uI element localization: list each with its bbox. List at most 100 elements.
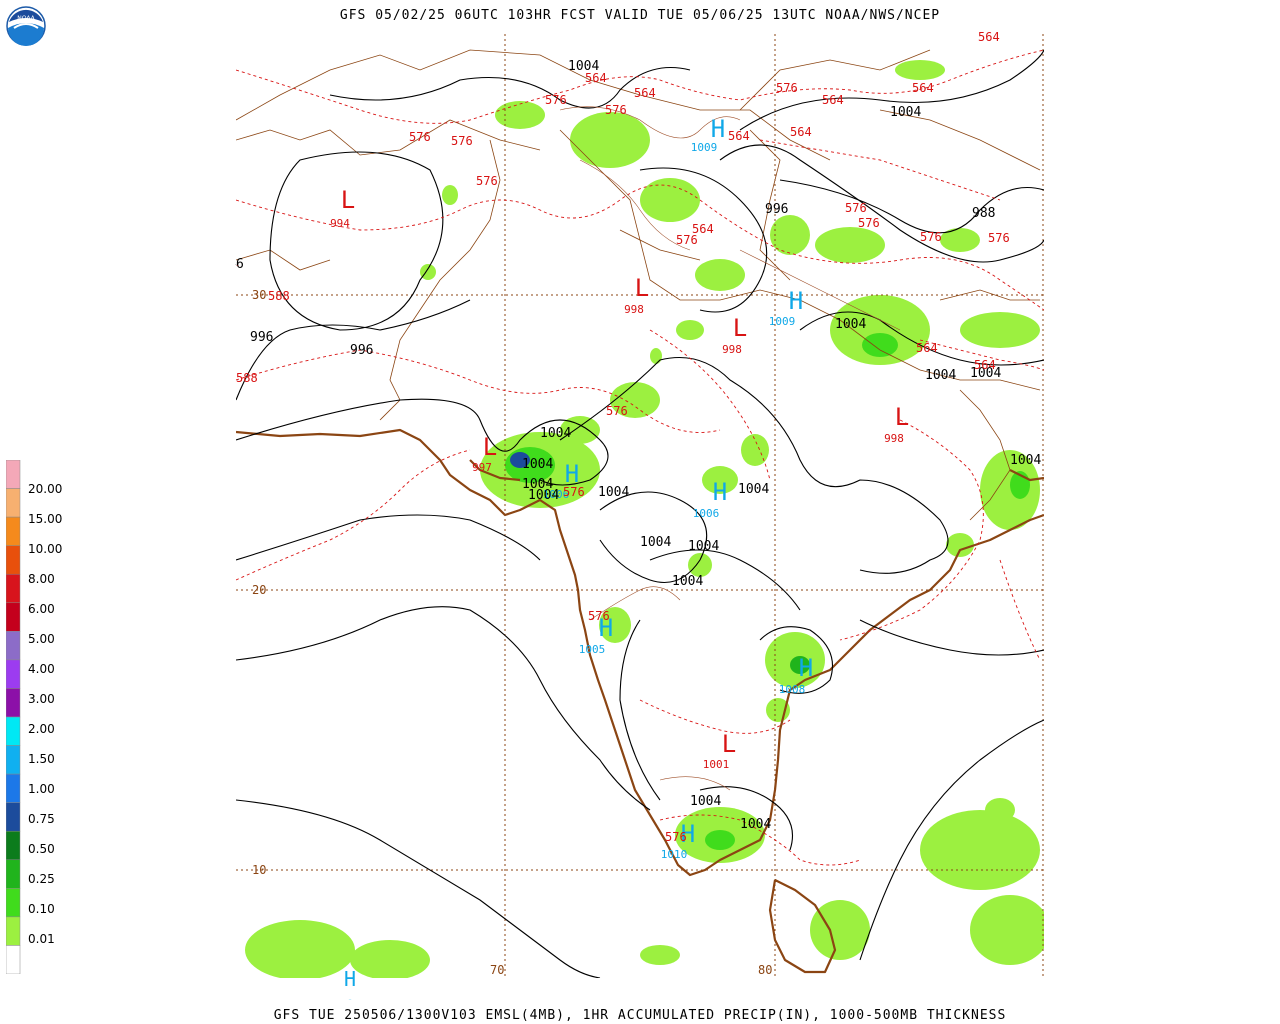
legend-swatch bbox=[5, 602, 21, 632]
legend-label: 0.25 bbox=[28, 872, 55, 886]
svg-text:576: 576 bbox=[920, 230, 942, 244]
map-footer: GFS TUE 250506/1300V103 EMSL(4MB), 1HR A… bbox=[273, 1008, 1007, 1023]
isobar-label: 1004 bbox=[740, 817, 771, 832]
isobar-label: 1004 bbox=[522, 477, 553, 492]
lat-label: 10 bbox=[252, 863, 266, 877]
legend-swatch bbox=[5, 830, 21, 861]
isobar-label: 1004 bbox=[672, 574, 703, 589]
isobar-label: 1004 bbox=[970, 366, 1001, 381]
legend-label: 1.00 bbox=[28, 782, 55, 796]
svg-text:576: 576 bbox=[545, 93, 567, 107]
svg-text:576: 576 bbox=[988, 231, 1010, 245]
legend-swatch bbox=[5, 802, 21, 832]
svg-text:564: 564 bbox=[790, 125, 812, 139]
legend-label: 0.10 bbox=[28, 902, 55, 916]
svg-text:576: 576 bbox=[236, 265, 238, 267]
svg-text:576: 576 bbox=[845, 201, 867, 215]
high-center-value: 1009 bbox=[769, 315, 796, 328]
political-borders bbox=[236, 49, 1041, 521]
thickness-labels: 564 564 564 564 564 564 564 564 564 564 … bbox=[236, 30, 1010, 844]
svg-text:564: 564 bbox=[634, 86, 656, 100]
thickness-contours bbox=[236, 49, 1044, 866]
svg-text:564: 564 bbox=[974, 358, 996, 372]
high-center-letter: H bbox=[711, 115, 725, 143]
noaa-logo-icon: NOAA bbox=[6, 6, 46, 46]
legend-swatch bbox=[5, 888, 21, 918]
legend-label: 3.00 bbox=[28, 692, 55, 706]
svg-text:576: 576 bbox=[588, 609, 610, 623]
svg-text:564: 564 bbox=[692, 222, 714, 236]
legend-swatch bbox=[5, 945, 21, 975]
svg-text:576: 576 bbox=[776, 81, 798, 95]
legend-label: 0.50 bbox=[28, 842, 55, 856]
svg-text:576: 576 bbox=[605, 103, 627, 117]
svg-text:576: 576 bbox=[237, 265, 239, 267]
high-center-value: 1008 bbox=[779, 683, 806, 696]
isobar-label: 1004 bbox=[738, 482, 769, 497]
legend-label: 20.00 bbox=[28, 482, 63, 496]
low-center-value: 998 bbox=[884, 432, 904, 445]
legend-swatch bbox=[5, 459, 21, 489]
svg-text:576: 576 bbox=[563, 485, 585, 499]
low-center-value: 998 bbox=[722, 343, 742, 356]
svg-text:588: 588 bbox=[268, 289, 290, 303]
legend-swatch bbox=[5, 745, 21, 775]
low-center-letter: L bbox=[341, 186, 355, 214]
legend-colorbar bbox=[5, 459, 21, 975]
lat-label: 30 bbox=[252, 288, 266, 302]
legend-swatch bbox=[5, 716, 21, 746]
legend-swatch bbox=[5, 516, 21, 546]
legend-swatch bbox=[5, 688, 21, 718]
high-center-value: 1005 bbox=[349, 999, 352, 1001]
isobar-labels: 1004 1004 996 996 996 6 1004 1004 1004 1… bbox=[235, 59, 1041, 832]
high-center-value: 1009 bbox=[691, 141, 718, 154]
legend-label: 1.50 bbox=[28, 752, 55, 766]
low-center-letter: L bbox=[722, 730, 736, 758]
lon-label: 80 bbox=[758, 963, 772, 977]
legend-swatch bbox=[5, 773, 21, 803]
high-center-letter: H bbox=[713, 478, 727, 506]
high-center-value: 1006 bbox=[543, 488, 570, 501]
isobar-label: 1004 bbox=[1010, 453, 1041, 468]
high-center-value: 1010 bbox=[661, 848, 688, 861]
legend-label: 15.00 bbox=[28, 512, 63, 526]
svg-text:564: 564 bbox=[822, 93, 844, 107]
isobar-label: 996 bbox=[765, 202, 788, 217]
isobar-label: 1004 bbox=[568, 59, 599, 74]
high-center-letter: H bbox=[565, 460, 579, 488]
high-center-letter: H bbox=[789, 287, 803, 315]
isobar-label: 1004 bbox=[640, 535, 671, 550]
high-center-letter: H bbox=[344, 967, 356, 991]
high-center-value: 1006 bbox=[693, 507, 720, 520]
legend-swatch bbox=[5, 573, 21, 604]
svg-text:576: 576 bbox=[476, 174, 498, 188]
low-center-letter: L bbox=[635, 274, 649, 302]
map-title: GFS 05/02/25 06UTC 103HR FCST VALID TUE … bbox=[339, 8, 941, 23]
isobar-label: 1004 bbox=[690, 794, 721, 809]
high-center-value: 1005 bbox=[579, 643, 606, 656]
legend-swatch bbox=[5, 916, 21, 946]
isobar-label: 1004 bbox=[925, 368, 956, 383]
isobar-label: 996 bbox=[250, 330, 273, 345]
svg-text:564: 564 bbox=[728, 129, 750, 143]
pressure-centers: L 994 L 998 L 998 L 998 L 997 L 1001 H 1… bbox=[330, 115, 909, 1001]
isobar-label: 1004 bbox=[528, 488, 559, 503]
lat-label: 20 bbox=[252, 583, 266, 597]
legend-label: 5.00 bbox=[28, 632, 55, 646]
grid-labels: 30 20 10 70 80 bbox=[252, 288, 772, 977]
legend-label: 8.00 bbox=[28, 572, 55, 586]
svg-text:564: 564 bbox=[912, 81, 934, 95]
isobar-label: 1004 bbox=[890, 105, 921, 120]
legend-swatch bbox=[5, 631, 21, 661]
isobar-label: 988 bbox=[972, 206, 995, 221]
svg-text:576: 576 bbox=[606, 404, 628, 418]
legend-label: 10.00 bbox=[28, 542, 63, 556]
precip-legend: 20.00 15.00 10.00 8.00 6.00 5.00 4.00 3.00 2.00 1… bbox=[5, 459, 62, 978]
isobar-label: 1004 bbox=[235, 264, 238, 266]
low-center-value: 998 bbox=[624, 303, 644, 316]
coastline bbox=[236, 428, 1044, 974]
svg-text:576: 576 bbox=[409, 130, 431, 144]
svg-text:564: 564 bbox=[585, 71, 607, 85]
legend-label: 6.00 bbox=[28, 602, 55, 616]
